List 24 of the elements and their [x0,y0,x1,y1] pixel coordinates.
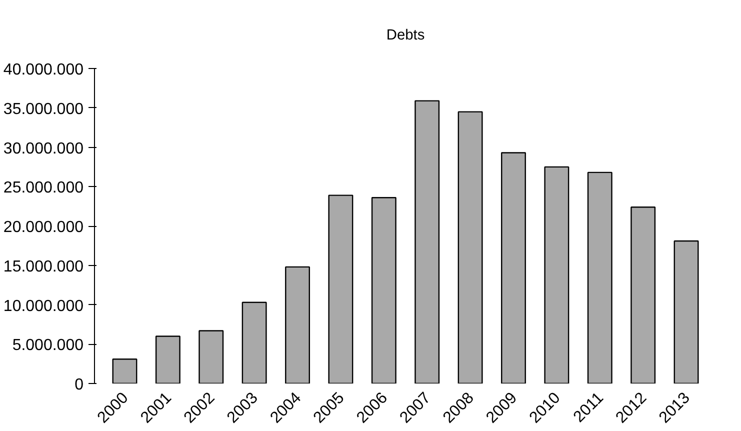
bar [328,194,354,384]
y-tick-label: 35.000.000 [3,100,84,118]
bar [674,240,699,384]
bar [501,152,526,384]
y-tick-label: 15.000.000 [3,258,84,276]
bar [198,330,224,384]
y-tick-label: 10.000.000 [3,298,84,315]
bar [242,302,267,384]
chart-title: Debts [386,28,425,44]
y-tick-label: 40.000.000 [3,62,84,78]
y-tick-label: 5.000.000 [12,337,84,354]
bar [285,266,310,384]
bar [458,111,483,384]
bar [371,197,396,384]
y-tick-label: 20.000.000 [3,219,84,236]
bar [414,100,440,384]
bar [587,172,612,384]
bar [112,358,138,384]
bar [155,336,180,384]
bar [630,206,656,384]
bar [544,166,570,384]
y-tick-label: 30.000.000 [3,140,84,158]
y-tick-label: 0 [74,376,84,394]
y-tick-label: 25.000.000 [3,180,84,197]
